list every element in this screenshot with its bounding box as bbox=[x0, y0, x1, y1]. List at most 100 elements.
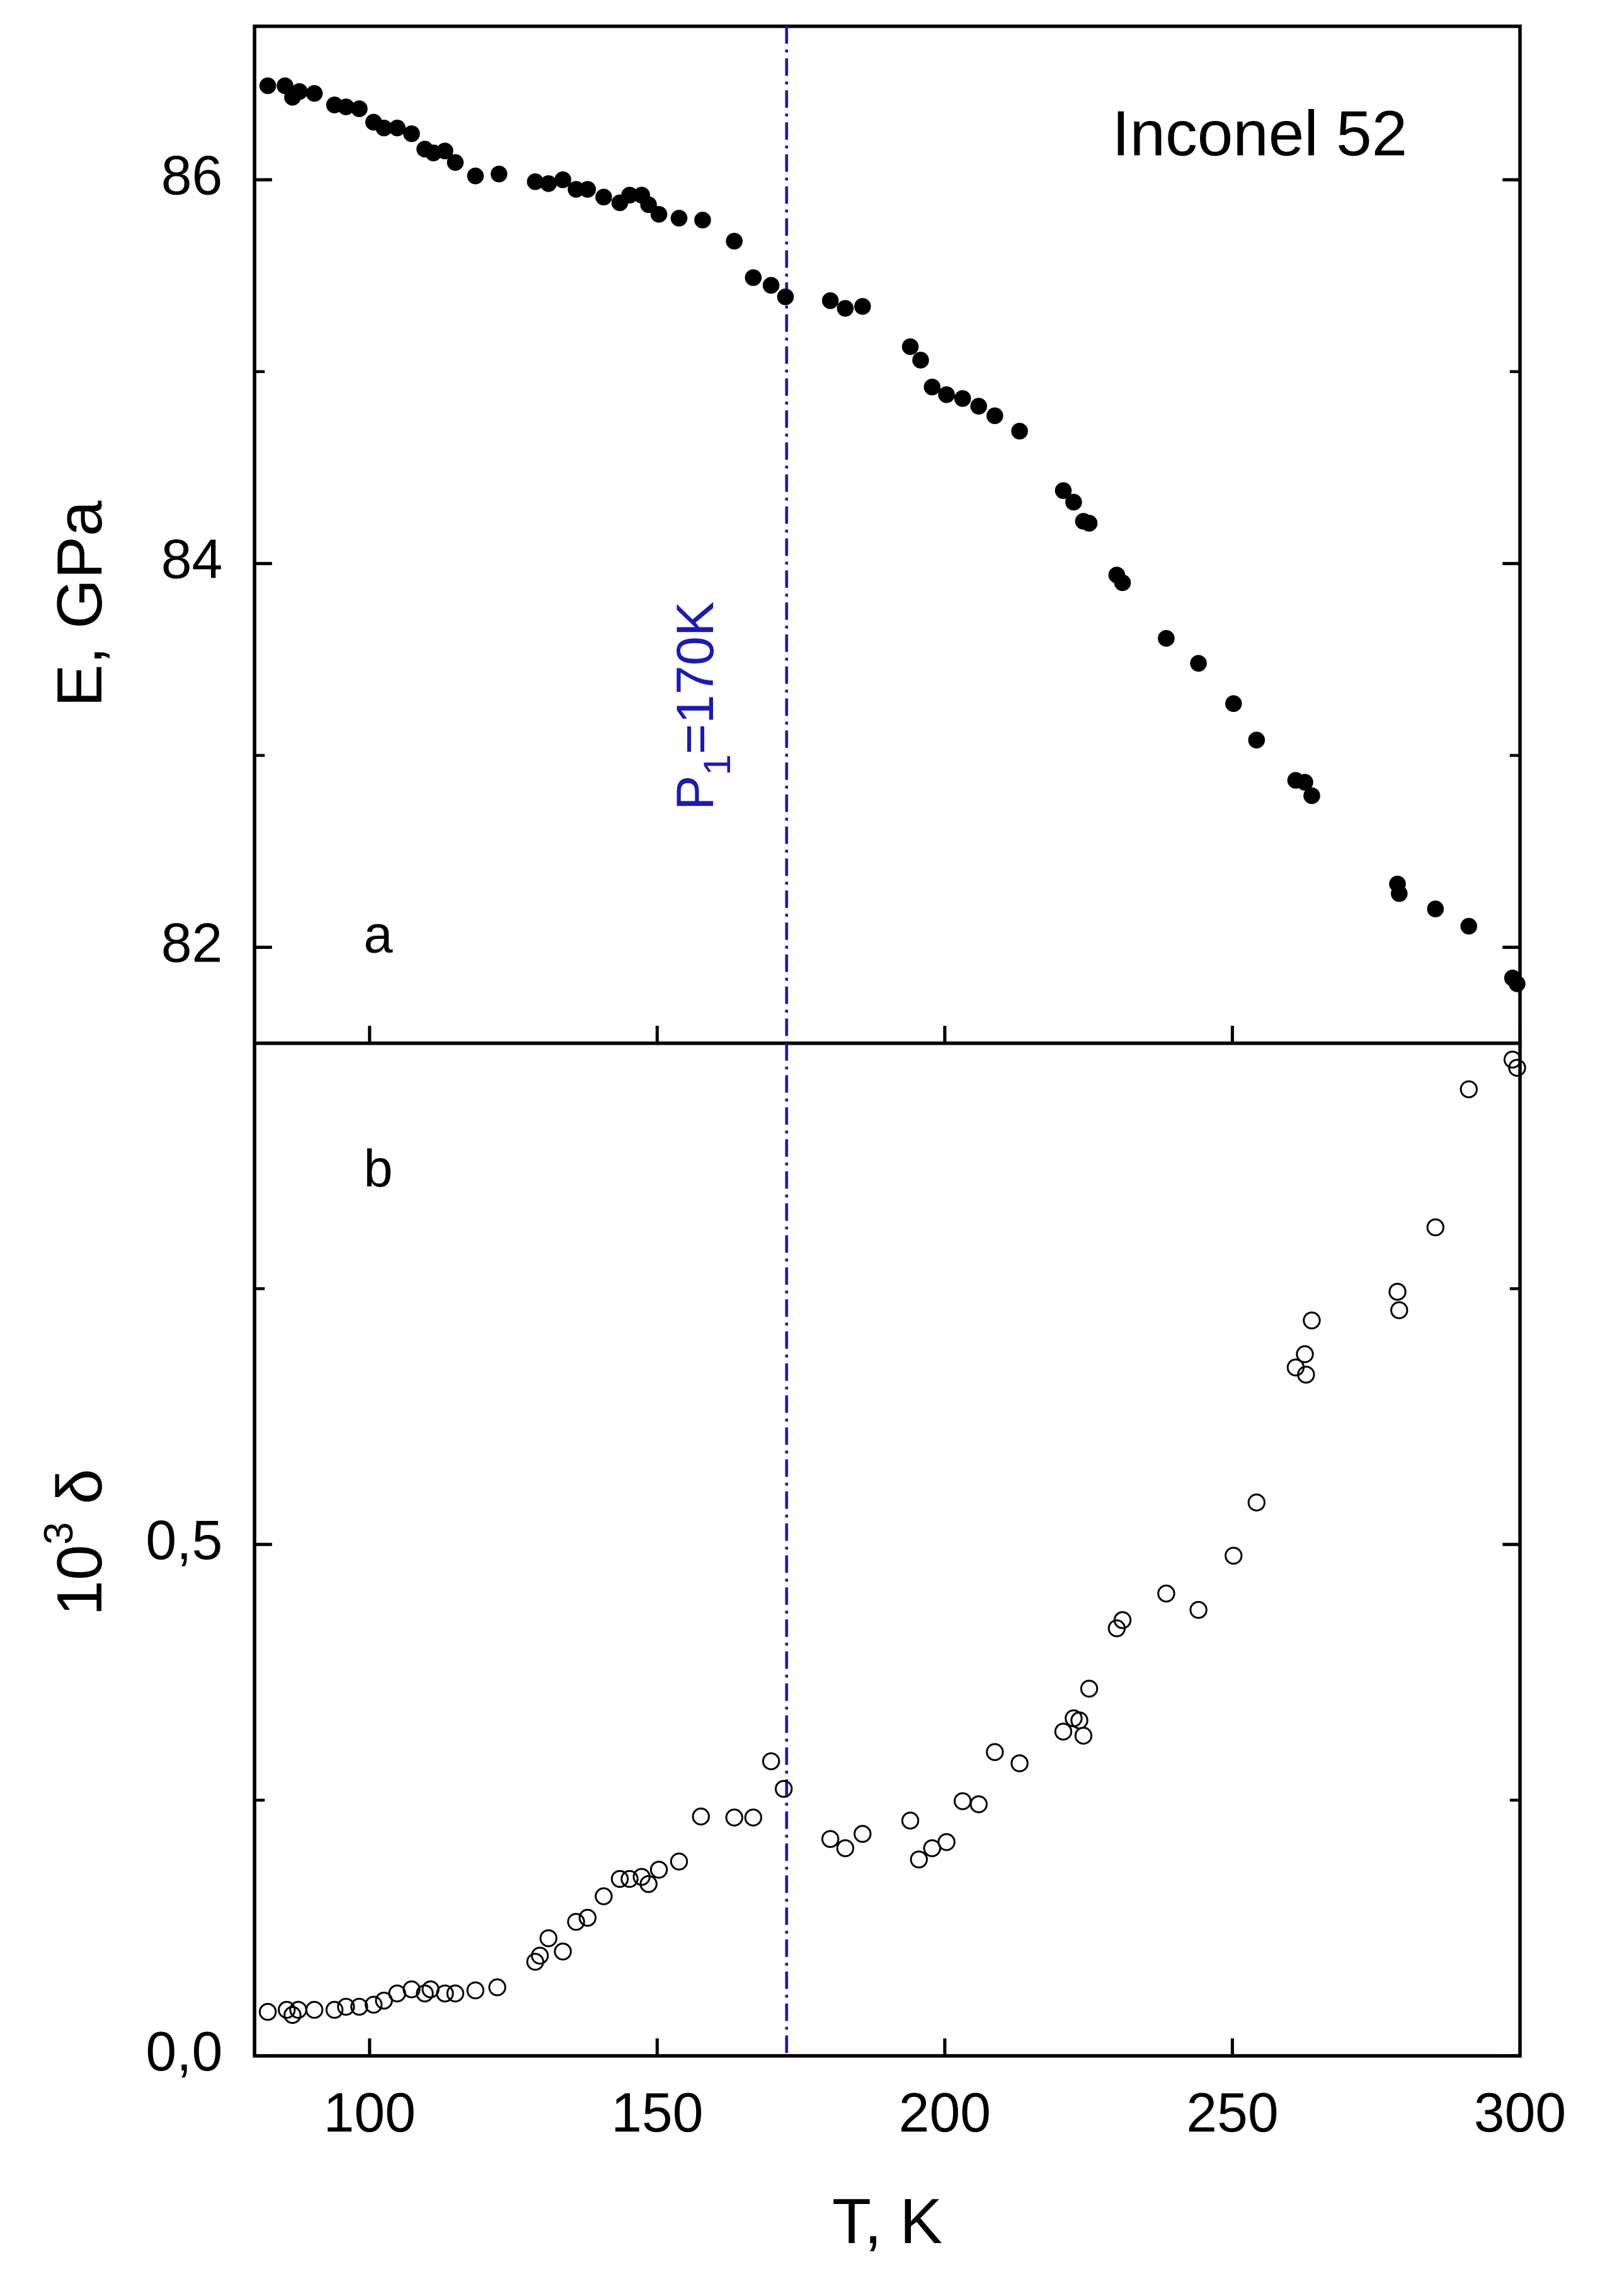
data-point bbox=[1247, 1493, 1266, 1512]
data-point bbox=[1388, 1283, 1407, 1301]
panel-label: a bbox=[363, 905, 393, 963]
x-tick-label: 200 bbox=[899, 2082, 991, 2144]
data-point bbox=[1296, 1345, 1314, 1363]
data-point bbox=[364, 1995, 383, 2014]
data-point bbox=[910, 1850, 928, 1869]
data-point bbox=[726, 232, 743, 250]
data-point bbox=[403, 1980, 421, 1999]
data-point bbox=[692, 1807, 710, 1826]
data-point bbox=[986, 407, 1003, 425]
data-point bbox=[488, 1978, 506, 1997]
data-point bbox=[725, 1808, 743, 1827]
data-point bbox=[854, 298, 871, 315]
data-point bbox=[953, 1792, 972, 1810]
data-point bbox=[762, 277, 780, 294]
data-point bbox=[901, 1811, 920, 1830]
data-point bbox=[912, 352, 929, 369]
data-point bbox=[1080, 515, 1098, 532]
y-tick-label: 84 bbox=[161, 529, 223, 590]
y-tick-label: 0,0 bbox=[146, 2021, 222, 2082]
data-point bbox=[650, 205, 668, 223]
data-point bbox=[1297, 1365, 1315, 1384]
y-axis-label: E, GPa bbox=[43, 500, 115, 707]
data-point bbox=[1390, 1301, 1409, 1319]
data-point bbox=[1509, 975, 1526, 992]
reference-label-part: 1 bbox=[697, 754, 739, 775]
panel: 82 84 86 P1=170K Inconel 52 a E, GPa bbox=[43, 24, 1526, 1045]
data-point bbox=[306, 85, 323, 102]
data-point bbox=[1010, 1754, 1029, 1772]
data-point bbox=[554, 171, 571, 188]
panel-label: b bbox=[363, 1139, 392, 1198]
data-point bbox=[446, 1984, 464, 2003]
data-point bbox=[1296, 774, 1313, 791]
data-point bbox=[923, 378, 941, 396]
data-point bbox=[938, 386, 955, 403]
plot-frame bbox=[253, 1041, 1522, 2058]
y-tick-label: 82 bbox=[161, 912, 223, 974]
data-point bbox=[259, 77, 277, 95]
y-tick-label: 86 bbox=[161, 144, 223, 206]
data-point bbox=[670, 1852, 689, 1871]
data-point bbox=[954, 390, 971, 407]
data-point bbox=[649, 1861, 668, 1879]
data-point bbox=[337, 1997, 355, 2016]
data-point bbox=[610, 1869, 629, 1888]
x-axis-label: T, K bbox=[832, 2185, 942, 2257]
data-point bbox=[278, 2000, 296, 2019]
data-point bbox=[325, 2000, 344, 2019]
data-point bbox=[1158, 629, 1175, 647]
data-point bbox=[403, 125, 420, 142]
data-point bbox=[539, 1929, 557, 1948]
data-point bbox=[490, 165, 508, 183]
data-point bbox=[1065, 493, 1082, 511]
data-point bbox=[854, 1825, 872, 1843]
data-point bbox=[579, 181, 597, 198]
data-point bbox=[436, 1984, 454, 2003]
data-point bbox=[1426, 1218, 1444, 1237]
data-point bbox=[670, 209, 688, 227]
data-point bbox=[745, 269, 762, 286]
data-point bbox=[416, 1984, 434, 2003]
data-point bbox=[467, 167, 484, 185]
data-point bbox=[639, 1874, 658, 1893]
reference-label-part: P bbox=[666, 776, 724, 810]
y-axis-label-part: 10 bbox=[43, 1545, 115, 1616]
data-point bbox=[901, 338, 919, 355]
data-point bbox=[447, 154, 464, 171]
data-point bbox=[258, 2002, 277, 2021]
chart-title: Inconel 52 bbox=[1112, 97, 1407, 169]
data-point bbox=[1190, 655, 1207, 672]
data-point bbox=[351, 100, 368, 117]
data-point bbox=[1460, 917, 1478, 935]
data-point bbox=[1225, 1546, 1243, 1565]
data-point bbox=[694, 211, 711, 229]
data-point bbox=[821, 292, 839, 309]
y-axis-label: 103 δ bbox=[35, 1469, 115, 1616]
data-point bbox=[305, 2000, 324, 2019]
data-point bbox=[620, 1869, 639, 1888]
reference-label: P1=170K bbox=[666, 602, 738, 810]
data-point bbox=[526, 1953, 544, 1971]
data-point bbox=[1157, 1584, 1175, 1603]
plot-frame bbox=[253, 24, 1522, 1045]
panel: 0,0 0,5 100 150 200 250 300 b 103 δ T, K bbox=[35, 1041, 1566, 2257]
data-point bbox=[1074, 1726, 1093, 1745]
data-point bbox=[437, 142, 454, 159]
data-point bbox=[389, 119, 406, 137]
x-tick-label: 150 bbox=[611, 2082, 703, 2144]
data-point bbox=[970, 398, 988, 415]
data-point bbox=[350, 1997, 369, 2016]
data-point bbox=[530, 1946, 549, 1965]
data-point bbox=[466, 1981, 484, 2000]
y-axis-label-part: 3 bbox=[35, 1522, 81, 1545]
data-point bbox=[283, 2006, 302, 2024]
reference-label-part: =170K bbox=[666, 602, 724, 755]
data-point bbox=[1189, 1600, 1208, 1619]
y-tick-label: 0,5 bbox=[146, 1509, 222, 1571]
data-point bbox=[1114, 574, 1131, 592]
data-point bbox=[1248, 732, 1266, 749]
data-point bbox=[1460, 1080, 1478, 1098]
